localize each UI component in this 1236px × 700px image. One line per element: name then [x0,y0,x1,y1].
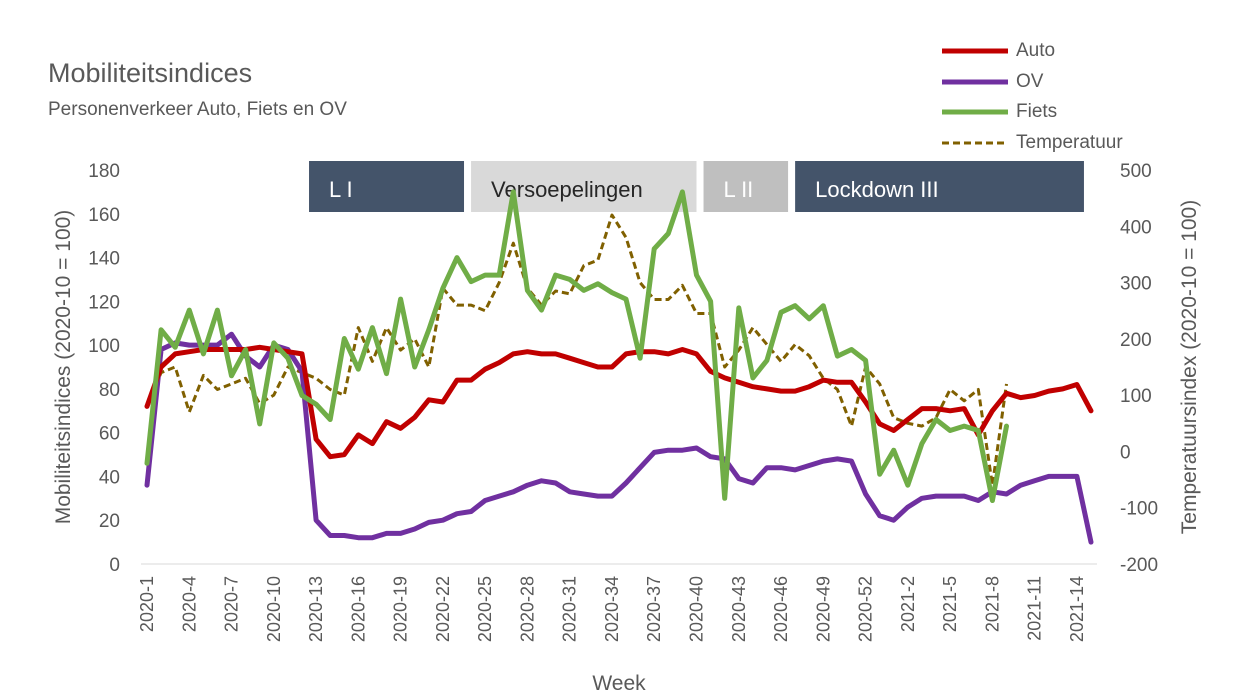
series-line-auto [144,344,1094,460]
x-tick-label-10: 2020-31 [560,576,580,642]
x-tick-label-5: 2020-16 [348,576,368,642]
period-band-1 [471,161,697,212]
y-tick-label-0: 0 [109,555,120,576]
y-axis-title: Mobiliteitsindices (2020-10 = 100) [52,210,75,525]
period-band-3 [795,161,1084,212]
x-tick-label-14: 2020-43 [729,576,749,642]
y2-axis-title: Temperatuursindex (2020-10 = 100) [1178,200,1201,534]
x-tick-label-9: 2020-28 [517,576,537,642]
series-line-fiets [144,189,1009,503]
period-label-2: L II [724,177,754,202]
period-band-0 [309,161,465,212]
legend-label-temperatuur: Temperatuur [1016,131,1123,153]
legend-item-temperatuur: Temperatuur [942,128,1123,159]
y2-tick-label-0: -200 [1120,555,1158,576]
legend-label-ov: OV [1016,70,1044,92]
period-label-0: L I [329,177,353,202]
y2-tick-label-1: -100 [1120,499,1158,520]
legend-swatch-ov [942,72,1008,92]
chart-subtitle: Personenverkeer Auto, Fiets en OV [48,99,347,120]
y-tick-label-7: 140 [88,249,120,270]
legend-label-auto: Auto [1016,40,1056,62]
y-tick-label-2: 40 [99,467,120,488]
y-tick-label-4: 80 [99,380,120,401]
y-tick-label-1: 20 [99,511,120,532]
y-tick-label-9: 180 [88,161,120,182]
period-label-3: Lockdown III [815,177,939,202]
x-tick-label-20: 2021-8 [982,576,1002,632]
chart-title: Mobiliteitsindices [48,58,253,88]
y2-tick-label-6: 400 [1120,217,1152,238]
y-tick-label-8: 160 [88,205,120,226]
y2-tick-label-3: 100 [1120,386,1152,407]
legend: Auto OV Fiets Temperatuur [942,36,1123,158]
legend-item-auto: Auto [942,36,1123,67]
legend-label-fiets: Fiets [1016,101,1058,123]
x-tick-label-21: 2021-11 [1025,576,1045,641]
x-tick-label-15: 2020-46 [771,576,791,642]
x-tick-label-13: 2020-40 [686,576,706,642]
x-tick-label-16: 2020-49 [813,576,833,642]
x-tick-label-2: 2020-7 [222,576,242,632]
x-tick-label-12: 2020-37 [644,576,664,642]
x-tick-label-19: 2021-5 [940,576,960,632]
x-tick-label-1: 2020-4 [179,576,199,632]
y2-tick-label-5: 300 [1120,274,1152,295]
x-tick-label-6: 2020-19 [391,576,411,642]
x-tick-label-7: 2020-22 [433,576,453,642]
legend-swatch-auto [942,41,1008,61]
period-band-2 [703,161,789,212]
x-axis-title: Week [592,672,646,695]
legend-item-ov: OV [942,67,1123,98]
legend-item-fiets: Fiets [942,97,1123,128]
y2-tick-label-4: 200 [1120,330,1152,351]
x-tick-label-22: 2021-14 [1067,576,1087,642]
y-tick-label-5: 100 [88,336,120,357]
x-tick-label-17: 2020-52 [856,576,876,642]
x-tick-label-8: 2020-25 [475,576,495,642]
x-tick-label-18: 2021-2 [898,576,918,632]
x-tick-label-3: 2020-10 [264,576,284,642]
x-tick-label-0: 2020-1 [137,576,157,632]
y-tick-label-6: 120 [88,292,120,313]
y-tick-label-3: 60 [99,424,120,445]
x-tick-label-4: 2020-13 [306,576,326,642]
y2-tick-label-2: 0 [1120,442,1131,463]
x-tick-label-11: 2020-34 [602,576,622,642]
legend-swatch-temperatuur [942,133,1008,153]
legend-swatch-fiets [942,102,1008,122]
y2-tick-label-7: 500 [1120,161,1152,182]
